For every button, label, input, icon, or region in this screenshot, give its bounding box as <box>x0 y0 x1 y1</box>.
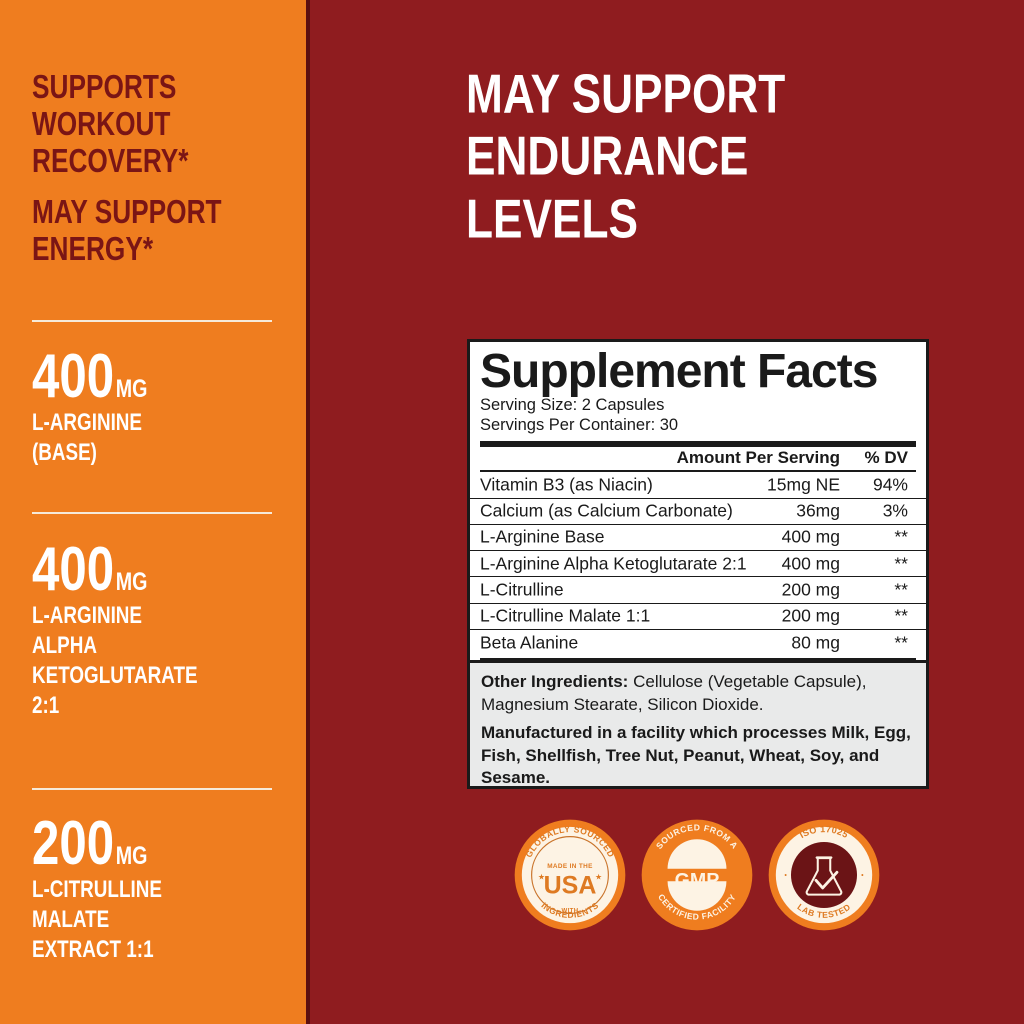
svg-text:GMP: GMP <box>675 870 720 892</box>
svg-text:USA: USA <box>544 872 597 900</box>
svg-text:★: ★ <box>538 872 545 881</box>
svg-text:WITH: WITH <box>562 908 579 914</box>
svg-text:★: ★ <box>595 872 602 881</box>
svg-text:MADE IN THE: MADE IN THE <box>547 863 593 870</box>
